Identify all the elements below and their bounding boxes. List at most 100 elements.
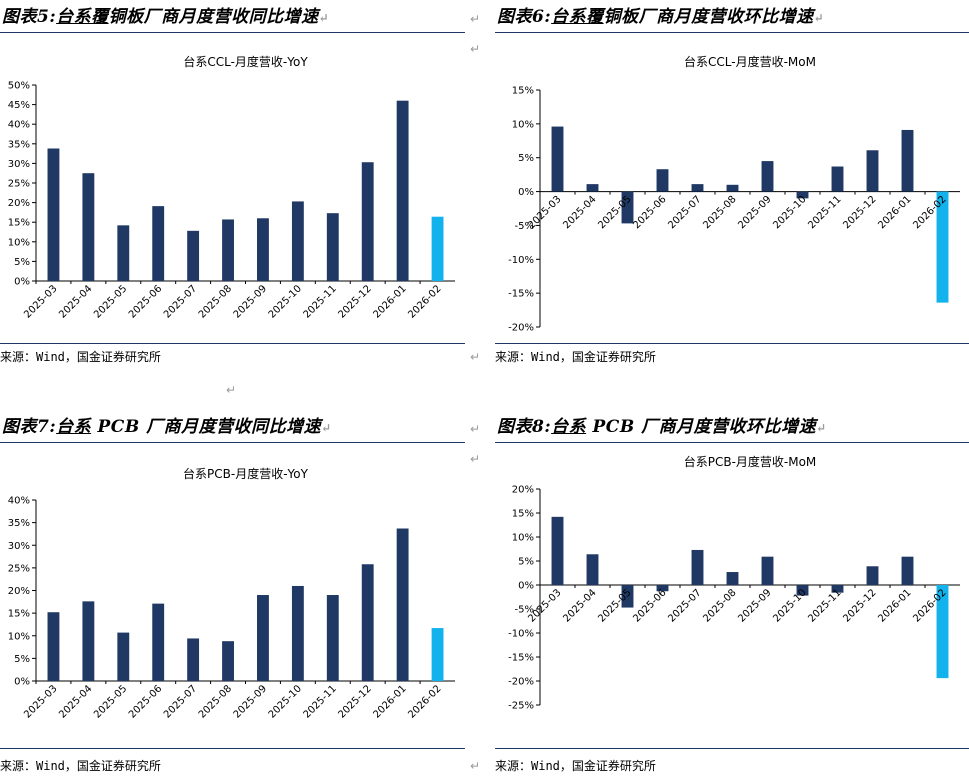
bar: [361, 162, 374, 281]
y-tick-label: 10%: [8, 631, 30, 642]
x-tick-label: 2025-08: [197, 683, 234, 720]
x-tick-label: 2026-01: [371, 683, 408, 720]
figure-number: 图表5:: [2, 7, 57, 27]
figure-5-panel: 图表5:台系覆铜板厂商月度营收同比增速↵ 台系CCL-月度营收-YoY 0% 5% 1…: [0, 0, 465, 375]
x-tick-label: 2026-02: [406, 683, 443, 720]
return-mark: ↵: [321, 421, 332, 435]
x-tick-label: 2025-07: [666, 587, 703, 624]
bar: [656, 585, 669, 592]
x-tick-label: 2026-01: [876, 194, 913, 231]
x-tick-label: 2025-03: [22, 283, 59, 320]
x-tick-label: 2025-08: [701, 587, 738, 624]
figure-title-underlined: 台系: [56, 417, 92, 437]
x-tick-label: 2025-07: [162, 683, 199, 720]
return-mark: ↵: [470, 42, 481, 56]
x-tick-label: 2025-12: [841, 194, 878, 231]
bar: [726, 572, 739, 585]
x-tick-label: 2025-12: [336, 283, 373, 320]
chart-title: 台系CCL-月度营收-MoM: [684, 54, 816, 69]
bar: [901, 129, 914, 192]
y-tick-label: 30%: [8, 159, 30, 170]
bar: [361, 564, 374, 681]
figure-title-text: PCB 厂商月度营收同比增速: [91, 417, 322, 437]
x-tick-label: 2025-04: [57, 283, 94, 320]
source-note: 来源：Wind，国金证券研究所: [495, 350, 656, 364]
x-tick-label: 2025-10: [267, 683, 304, 720]
y-tick-label: 5%: [14, 654, 30, 665]
return-mark: ↵: [470, 12, 481, 26]
bar: [396, 100, 409, 282]
return-mark: ↵: [470, 452, 481, 466]
title-rule: [495, 442, 969, 443]
bar: [82, 173, 95, 281]
y-tick-label: 20%: [512, 485, 534, 496]
y-tick-label: -10%: [508, 629, 534, 640]
y-tick-label: -20%: [508, 677, 534, 688]
y-tick-label: 45%: [8, 100, 30, 111]
y-tick-label: 35%: [8, 139, 30, 150]
y-tick-label: 10%: [512, 119, 534, 130]
figure-title-text: PCB 厂商月度营收环比增速: [586, 417, 817, 437]
y-tick-label: 5%: [518, 557, 534, 568]
figure-title: 图表5:台系覆铜板厂商月度营收同比增速↵: [2, 2, 329, 27]
x-tick-label: 2025-12: [841, 587, 878, 624]
x-tick-label: 2026-02: [406, 283, 443, 320]
title-rule: [495, 32, 969, 33]
bar: [291, 201, 304, 281]
x-tick-label: 2025-07: [666, 194, 703, 231]
x-tick-label: 2025-04: [561, 194, 598, 231]
bar: [866, 566, 879, 585]
bar: [152, 603, 165, 681]
figure-title: 图表6:台系覆铜板厂商月度营收环比增速↵: [497, 2, 824, 27]
figure-title-underlined: 台系: [551, 417, 587, 437]
y-tick-label: 5%: [518, 153, 534, 164]
source-rule: [495, 748, 969, 749]
bar: [396, 528, 409, 681]
y-tick-label: 0%: [518, 581, 534, 592]
bar: [586, 184, 599, 192]
y-tick-label: -5%: [515, 221, 534, 232]
source-rule: [495, 343, 969, 344]
return-mark: ↵: [470, 422, 481, 436]
y-tick-label: 15%: [512, 86, 534, 97]
bar: [761, 161, 774, 192]
source-rule: [0, 343, 465, 344]
return-mark: ↵: [470, 350, 481, 364]
figure-6-panel: 图表6:台系覆铜板厂商月度营收环比增速↵ 台系CCL-月度营收-MoM -20% -…: [495, 0, 969, 375]
bar: [291, 585, 304, 681]
return-mark: ↵: [470, 759, 481, 773]
title-rule: [0, 442, 465, 443]
bar: [691, 549, 704, 585]
x-tick-label: 2025-05: [92, 683, 129, 720]
y-tick-label: -15%: [508, 289, 534, 300]
bar: [936, 191, 949, 303]
chart-title: 台系PCB-月度营收-MoM: [684, 454, 817, 469]
y-tick-label: -5%: [515, 605, 534, 616]
bar: [117, 632, 130, 681]
figure-number: 图表6:: [497, 7, 552, 27]
figure-number: 图表8:: [497, 417, 552, 437]
x-tick-label: 2025-04: [57, 683, 94, 720]
figure-8-panel: 图表8:台系 PCB 厂商月度营收环比增速↵ 台系PCB-月度营收-MoM -25…: [495, 410, 969, 780]
y-tick-label: 0%: [14, 277, 30, 288]
bar: [726, 184, 739, 192]
x-tick-label: 2025-03: [22, 683, 59, 720]
x-tick-label: 2025-12: [336, 683, 373, 720]
x-tick-label: 2025-05: [92, 283, 129, 320]
bar: [187, 638, 200, 681]
y-tick-label: 10%: [512, 533, 534, 544]
x-tick-label: 2025-11: [302, 283, 339, 320]
chart-title: 台系PCB-月度营收-YoY: [183, 466, 309, 481]
x-tick-label: 2025-08: [197, 283, 234, 320]
x-tick-label: 2025-07: [162, 283, 199, 320]
chart-title: 台系CCL-月度营收-YoY: [183, 54, 308, 69]
y-tick-label: 40%: [8, 496, 30, 507]
figure-title: 图表7:台系 PCB 厂商月度营收同比增速↵: [2, 412, 332, 437]
y-tick-label: 10%: [8, 237, 30, 248]
bar: [117, 225, 130, 281]
chart-svg: 台系CCL-月度营收-MoM -20% -15% -10% -5% 0% 5% 10% 15% 2…: [508, 54, 960, 334]
bar: [796, 191, 809, 199]
bar: [691, 184, 704, 192]
title-rule: [0, 32, 465, 33]
x-tick-label: 2026-01: [876, 587, 913, 624]
